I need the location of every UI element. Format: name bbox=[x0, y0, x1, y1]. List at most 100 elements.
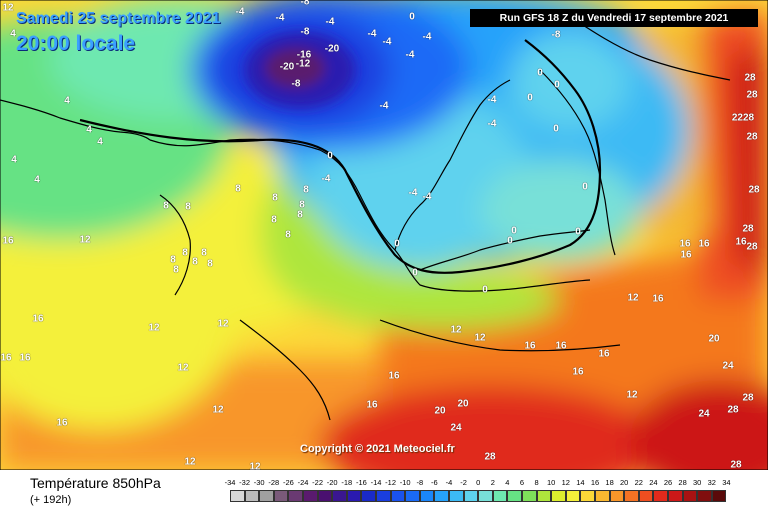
map-value-label: 12 bbox=[627, 292, 639, 304]
map-value-label: -16 bbox=[296, 49, 312, 61]
legend-swatch bbox=[551, 490, 566, 502]
legend-tick-label: 18 bbox=[605, 478, 614, 487]
legend-swatch bbox=[434, 490, 449, 502]
map-value-label: 28 bbox=[746, 241, 758, 253]
map-value-label: 20 bbox=[434, 405, 446, 417]
map-value-label: 8 bbox=[173, 264, 179, 276]
legend-swatch bbox=[419, 490, 435, 502]
map-value-label: 16 bbox=[2, 235, 14, 247]
legend-tick-label: 12 bbox=[561, 478, 570, 487]
map-value-label: 4 bbox=[86, 124, 92, 136]
map-value-label: 12 bbox=[177, 362, 189, 374]
map-value-label: 28 bbox=[746, 131, 758, 143]
map-value-label: 12 bbox=[212, 404, 224, 416]
map-value-label: 4 bbox=[97, 136, 103, 148]
copyright-notice: Copyright © 2021 Meteociel.fr bbox=[300, 443, 455, 455]
map-value-label: 4 bbox=[10, 28, 16, 40]
map-value-label: 8 bbox=[163, 200, 169, 212]
legend-swatch bbox=[697, 490, 712, 502]
legend-tick-label: -6 bbox=[431, 478, 438, 487]
legend-swatch bbox=[244, 490, 260, 502]
legend-swatch bbox=[346, 490, 362, 502]
map-value-label: 12 bbox=[626, 389, 638, 401]
map-value-label: -4 bbox=[408, 187, 418, 199]
map-value-label: 16 bbox=[56, 417, 68, 429]
legend-tick-label: -32 bbox=[239, 478, 251, 487]
legend-tick-label: -2 bbox=[460, 478, 467, 487]
legend-swatch bbox=[478, 490, 493, 502]
map-value-label: 8 bbox=[272, 192, 278, 204]
legend-tick-label: 32 bbox=[707, 478, 716, 487]
legend-tick-label: -16 bbox=[355, 478, 367, 487]
map-canvas bbox=[0, 0, 768, 470]
legend-tick-label: -18 bbox=[341, 478, 353, 487]
map-value-label: -4 bbox=[382, 36, 392, 48]
legend-tick-label: 8 bbox=[534, 478, 539, 487]
legend-swatch bbox=[405, 490, 420, 502]
map-value-label: 0 bbox=[482, 284, 488, 296]
map-value-label: 28 bbox=[730, 459, 742, 471]
map-value-label: -12 bbox=[295, 58, 311, 70]
map-value-label: 2228 bbox=[731, 112, 755, 124]
map-value-label: 0 bbox=[527, 92, 533, 104]
legend-tick-label: 6 bbox=[519, 478, 525, 487]
legend-swatch bbox=[609, 490, 625, 502]
legend-swatch bbox=[449, 490, 464, 502]
legend-tick-label: -26 bbox=[282, 478, 294, 487]
temperature-map bbox=[0, 0, 768, 470]
legend-tick-label: -30 bbox=[253, 478, 265, 487]
map-value-label: 0 bbox=[507, 235, 513, 247]
map-value-label: 20 bbox=[457, 398, 469, 410]
map-value-label: 16 bbox=[366, 399, 378, 411]
legend-tick-label: -10 bbox=[399, 478, 411, 487]
map-value-label: -4 bbox=[367, 28, 377, 40]
color-scale-legend: -34 -32 -30 -28 -26 -24 -22 -20 -18 -16 -14 -12 -10-… bbox=[222, 478, 744, 508]
legend-swatch bbox=[259, 490, 274, 502]
map-value-label: 8 bbox=[299, 199, 305, 211]
legend-swatch bbox=[230, 490, 245, 502]
map-value-label: 28 bbox=[742, 392, 754, 404]
map-value-label: 12 bbox=[474, 332, 486, 344]
legend-tick-label: 24 bbox=[649, 478, 658, 487]
legend-swatch bbox=[507, 490, 522, 502]
map-value-label: -4 bbox=[487, 118, 497, 130]
valid-time: 20:00 locale bbox=[16, 32, 136, 55]
map-value-label: 8 bbox=[182, 247, 188, 259]
map-value-label: 0 bbox=[553, 123, 559, 135]
zero-isotherm bbox=[79, 39, 602, 274]
map-value-label: 0 bbox=[511, 225, 517, 237]
legend-tick-label: 30 bbox=[693, 478, 702, 487]
map-value-label: 12 bbox=[249, 461, 261, 473]
legend-tick-label: 10 bbox=[547, 478, 556, 487]
map-value-label: -4 bbox=[405, 49, 415, 61]
legend-swatch bbox=[595, 490, 610, 502]
map-value-label: 12 bbox=[2, 2, 14, 14]
map-value-label: 16 bbox=[735, 236, 747, 248]
legend-tick-label: 20 bbox=[620, 478, 629, 487]
map-value-label: 8 bbox=[170, 254, 176, 266]
legend-swatch bbox=[653, 490, 668, 502]
map-value-label: 16 bbox=[388, 370, 400, 382]
legend-swatch bbox=[580, 490, 595, 502]
map-value-label: 16 bbox=[598, 348, 610, 360]
legend-tick-label: 22 bbox=[634, 478, 643, 487]
map-value-label: 16 bbox=[0, 352, 12, 364]
map-value-label: 16 bbox=[680, 249, 692, 261]
map-value-label: -20 bbox=[324, 43, 340, 55]
map-value-label: 8 bbox=[235, 183, 241, 195]
map-value-label: 8 bbox=[297, 209, 303, 221]
legend-tick-label: 28 bbox=[678, 478, 687, 487]
map-value-label: -4 bbox=[235, 6, 245, 18]
legend-tick-label: -4 bbox=[445, 478, 453, 487]
legend-tick-label: -34 bbox=[224, 478, 236, 487]
legend-tick-label: 34 bbox=[722, 478, 731, 487]
map-value-label: 28 bbox=[748, 184, 760, 196]
map-value-label: 28 bbox=[484, 451, 496, 463]
legend-tick-label: 16 bbox=[590, 478, 600, 487]
map-value-label: -8 bbox=[551, 29, 561, 41]
map-value-label: 16 bbox=[32, 313, 44, 325]
map-value-label: 4 bbox=[11, 154, 17, 166]
valid-date: Samedi 25 septembre 2021 bbox=[16, 10, 221, 27]
temperature-field bbox=[0, 0, 768, 470]
map-value-label: 12 bbox=[184, 456, 196, 468]
